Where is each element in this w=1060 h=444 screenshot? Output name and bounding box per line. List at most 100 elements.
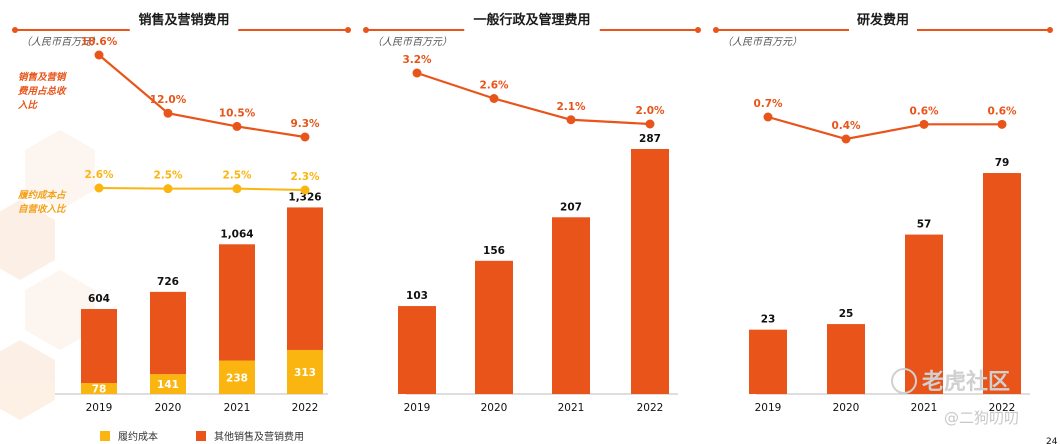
x-tick-2021: 2021: [224, 402, 251, 414]
x-tick-2020: 2020: [833, 402, 860, 414]
inner-label-2021: 238: [226, 372, 248, 384]
ratio-point-1-2021: [232, 184, 242, 194]
bar-2019: [398, 306, 436, 394]
inner-label-2022: 313: [294, 367, 316, 379]
ratio-point-0-2019: [412, 68, 422, 78]
bar-2021: [552, 217, 590, 394]
tiger-logo-icon: [891, 368, 917, 394]
title-bg: [464, 18, 600, 40]
x-tick-2022: 2022: [989, 402, 1016, 414]
x-tick-2019: 2019: [86, 402, 113, 414]
watermark: 老虎社区 @二狗叨叨: [891, 368, 1019, 427]
side-label-line1-2: 入比: [17, 99, 39, 111]
bar-other-2021: [219, 244, 255, 361]
legend-label-other: 其他销售及营销费用: [214, 430, 304, 443]
ratio-label-0-2020: 2.6%: [479, 80, 509, 92]
side-label-line2-0: 履约成本占: [17, 189, 67, 201]
ratio-label-1-2019: 2.6%: [84, 169, 114, 181]
ratio-label-1-2020: 2.5%: [153, 170, 183, 182]
total-label-2019: 604: [88, 293, 110, 305]
value-label-2020: 25: [839, 308, 854, 320]
legend-swatch-other: [196, 431, 206, 441]
x-tick-2020: 2020: [155, 402, 182, 414]
ratio-point-0-2020: [489, 94, 499, 103]
ratio-point-0-2021: [919, 119, 929, 129]
legend-label-fulfilment: 履约成本: [118, 430, 158, 443]
side-label-line1-0: 销售及营销: [18, 71, 68, 83]
ratio-point-0-2019: [763, 112, 773, 122]
bar-fulfilment-2019: [81, 383, 117, 394]
ratio-point-1-2019: [94, 183, 104, 193]
admin-expense-panel: 一般行政及管理费用 （人民币百万元） 103 2019 156 2020 207 2021 28…: [363, 12, 701, 414]
hexagon-pattern-decoration: [0, 130, 95, 420]
total-label-2022: 1,326: [288, 191, 321, 203]
total-label-2020: 726: [157, 276, 179, 288]
title-rule-dot-right: [345, 27, 351, 33]
value-label-2019: 103: [406, 290, 428, 302]
ratio-point-0-2021: [566, 115, 576, 125]
bar-other-2019: [81, 309, 117, 384]
ratio-point-0-2021: [232, 121, 242, 131]
bar-fulfilment-2022: [287, 349, 323, 394]
side-label-line2-1: 自营收入比: [18, 203, 67, 215]
value-label-2020: 156: [483, 245, 505, 257]
title-bg: [849, 18, 917, 40]
value-label-2022: 79: [995, 157, 1010, 169]
title-rule-dot-left: [713, 27, 719, 33]
total-label-2021: 1,064: [220, 228, 253, 240]
ratio-line-0: [416, 71, 651, 126]
x-tick-2019: 2019: [755, 402, 782, 414]
legend: 履约成本 其他销售及营销费用: [100, 430, 304, 443]
ratio-point-0-2022: [645, 119, 655, 129]
title-rule-dot-left: [12, 27, 18, 33]
x-tick-2022: 2022: [637, 402, 664, 414]
value-label-2022: 287: [639, 133, 661, 145]
inner-label-2020: 141: [157, 379, 179, 391]
x-tick-2019: 2019: [404, 402, 431, 414]
watermark-sub: @二狗叨叨: [944, 409, 1019, 427]
bar-2021: [905, 234, 943, 394]
title-rule-dot-left: [363, 27, 369, 33]
ratio-label-0-2021: 0.6%: [909, 105, 939, 117]
ratio-label-0-2020: 0.4%: [831, 120, 861, 132]
chart-title: 销售及营销费用: [138, 12, 229, 28]
ratio-label-0-2021: 2.1%: [556, 101, 586, 113]
inner-label-2019: 78: [92, 384, 107, 396]
rd-expense-panel: 研发费用 （人民币百万元） 23 2019 25 2020 57 2021 79 2022 0.7%…: [713, 12, 1053, 414]
ratio-point-0-2020: [841, 134, 851, 144]
side-label-sales-ratio: 销售及营销 费用占总收 入比: [17, 71, 68, 111]
chart-title: 研发费用: [857, 12, 909, 28]
side-label-fulfilment-ratio: 履约成本占 自营收入比: [17, 189, 67, 215]
value-label-2019: 23: [761, 314, 776, 326]
ratio-label-0-2021: 10.5%: [219, 107, 256, 119]
page-number: 24: [1046, 437, 1058, 444]
chart-title: 一般行政及管理费用: [473, 12, 590, 28]
bar-2019: [749, 329, 787, 394]
sales-marketing-panel: 销售及营销费用 （人民币百万元） 78 604 2019 141 726 2020 238 1,0…: [12, 12, 351, 414]
bar-other-2020: [150, 291, 186, 375]
ratio-point-0-2019: [94, 50, 104, 60]
title-rule-dot-right: [1047, 27, 1053, 33]
bar-2022: [631, 148, 669, 394]
ratio-label-0-2022: 0.6%: [987, 105, 1017, 117]
bar-2020: [827, 324, 865, 394]
unit-label: （人民币百万元）: [21, 36, 101, 48]
ratio-label-0-2022: 9.3%: [290, 118, 320, 130]
watermark-main: 老虎社区: [921, 369, 1010, 395]
ratio-label-1-2022: 2.3%: [290, 171, 320, 183]
bar-fulfilment-2020: [150, 374, 186, 394]
ratio-line-1: [98, 187, 306, 191]
value-label-2021: 207: [560, 201, 582, 213]
ratio-label-0-2019: 3.2%: [402, 54, 432, 66]
ratio-point-0-2020: [163, 108, 173, 118]
legend-swatch-fulfilment: [100, 431, 110, 441]
ratio-label-0-2020: 12.0%: [150, 94, 187, 106]
unit-label: （人民币百万元）: [722, 36, 802, 48]
value-label-2021: 57: [917, 219, 932, 231]
x-tick-2020: 2020: [481, 402, 508, 414]
ratio-point-0-2022: [997, 119, 1007, 129]
ratio-label-0-2022: 2.0%: [635, 105, 665, 117]
bar-2020: [475, 260, 513, 394]
ratio-label-1-2021: 2.5%: [222, 170, 252, 182]
